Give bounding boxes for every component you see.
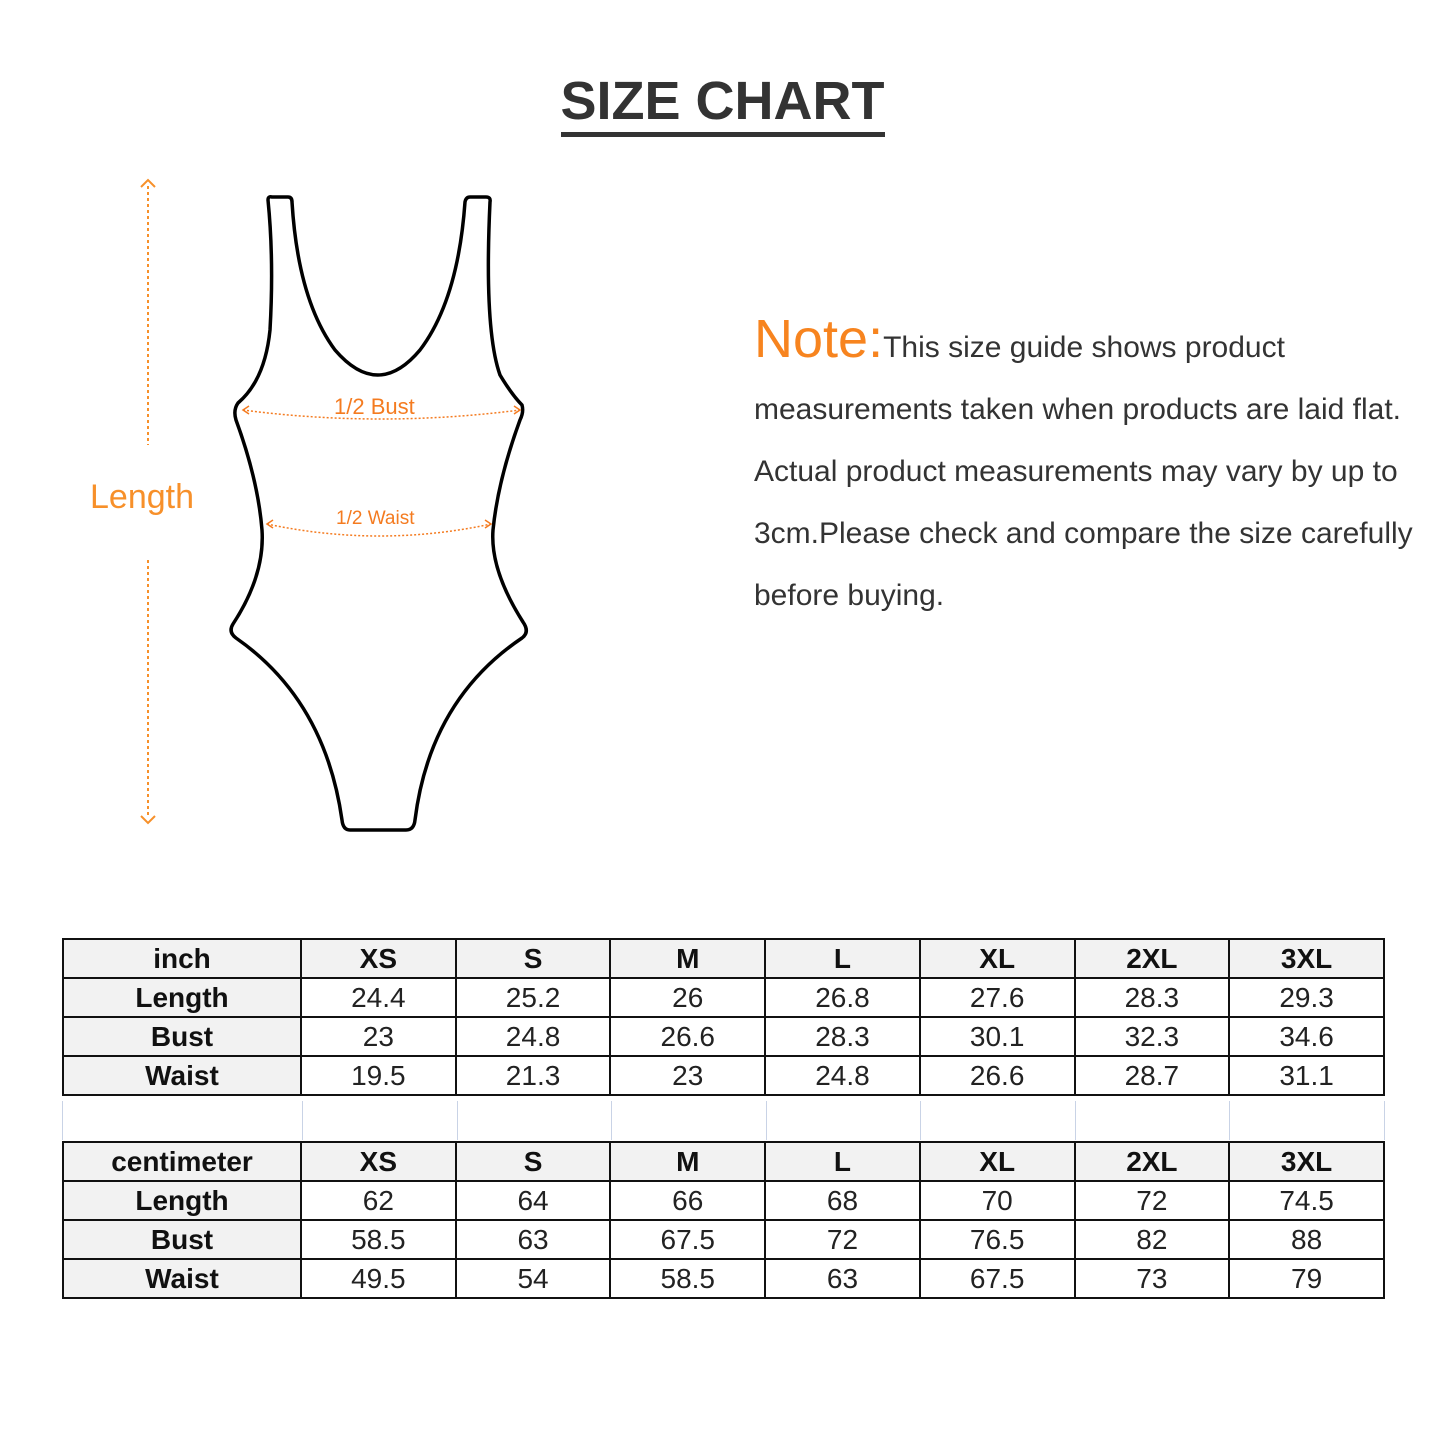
table-cell: 21.3 bbox=[454, 1055, 612, 1096]
swimsuit-outline bbox=[229, 195, 528, 832]
table-cell: 49.5 bbox=[300, 1258, 457, 1299]
table-row: Length 24.4 25.2 26 26.8 27.6 28.3 29.3 bbox=[62, 977, 1385, 1018]
table-cell: 76.5 bbox=[918, 1219, 1076, 1260]
size-header: XL bbox=[918, 938, 1076, 979]
table-cell: 68 bbox=[764, 1180, 921, 1221]
table-cell: 24.8 bbox=[454, 1016, 612, 1057]
size-header: S bbox=[454, 938, 612, 979]
table-cell: 54 bbox=[454, 1258, 612, 1299]
table-cell: 67.5 bbox=[609, 1219, 767, 1260]
note-text-block: Note:This size guide shows product measu… bbox=[754, 308, 1414, 627]
table-cell: 24.8 bbox=[764, 1055, 921, 1096]
size-header: 2XL bbox=[1073, 938, 1231, 979]
table-spacer bbox=[62, 1101, 1385, 1140]
row-label: Waist bbox=[62, 1055, 302, 1096]
table-row: Bust 23 24.8 26.6 28.3 30.1 32.3 34.6 bbox=[62, 1016, 1385, 1057]
row-label: Bust bbox=[62, 1016, 302, 1057]
table-cell: 29.3 bbox=[1228, 977, 1385, 1018]
table-cell: 62 bbox=[300, 1180, 457, 1221]
table-cell: 66 bbox=[609, 1180, 767, 1221]
table-cell: 26 bbox=[609, 977, 767, 1018]
table-cell: 25.2 bbox=[454, 977, 612, 1018]
row-label: Length bbox=[62, 1180, 302, 1221]
table-cell: 82 bbox=[1073, 1219, 1231, 1260]
size-header: L bbox=[764, 938, 921, 979]
table-cell: 58.5 bbox=[300, 1219, 457, 1260]
centimeter-size-table: centimeter XS S M L XL 2XL 3XL Length 62 64 66 68 70 7… bbox=[62, 1141, 1385, 1299]
table-cell: 23 bbox=[609, 1055, 767, 1096]
table-cell: 30.1 bbox=[918, 1016, 1076, 1057]
length-arrow bbox=[140, 178, 156, 825]
table-cell: 64 bbox=[454, 1180, 612, 1221]
table-cell: 28.7 bbox=[1073, 1055, 1231, 1096]
inch-size-table: inch XS S M L XL 2XL 3XL Length 24.4 25.2 26 26.8 27.… bbox=[62, 938, 1385, 1096]
table-row: Waist 49.5 54 58.5 63 67.5 73 79 bbox=[62, 1258, 1385, 1299]
table-header-row: centimeter XS S M L XL 2XL 3XL bbox=[62, 1141, 1385, 1182]
waist-measure-line bbox=[265, 519, 493, 537]
size-chart-title: SIZE CHART bbox=[0, 70, 1445, 137]
size-header: M bbox=[609, 938, 767, 979]
table-row: Length 62 64 66 68 70 72 74.5 bbox=[62, 1180, 1385, 1221]
table-cell: 72 bbox=[764, 1219, 921, 1260]
table-cell: 58.5 bbox=[609, 1258, 767, 1299]
size-header: S bbox=[454, 1141, 612, 1182]
unit-header: centimeter bbox=[62, 1141, 302, 1182]
unit-header: inch bbox=[62, 938, 302, 979]
waist-label: 1/2 Waist bbox=[336, 508, 415, 529]
table-row: Bust 58.5 63 67.5 72 76.5 82 88 bbox=[62, 1219, 1385, 1260]
table-cell: 28.3 bbox=[764, 1016, 921, 1057]
table-header-row: inch XS S M L XL 2XL 3XL bbox=[62, 938, 1385, 979]
table-cell: 26.6 bbox=[918, 1055, 1076, 1096]
size-header: XL bbox=[918, 1141, 1076, 1182]
table-cell: 19.5 bbox=[300, 1055, 457, 1096]
table-cell: 70 bbox=[918, 1180, 1076, 1221]
table-cell: 74.5 bbox=[1228, 1180, 1385, 1221]
size-header: XS bbox=[300, 1141, 457, 1182]
table-cell: 73 bbox=[1073, 1258, 1231, 1299]
table-cell: 88 bbox=[1228, 1219, 1385, 1260]
table-cell: 72 bbox=[1073, 1180, 1231, 1221]
size-header: M bbox=[609, 1141, 767, 1182]
table-cell: 63 bbox=[454, 1219, 612, 1260]
table-cell: 31.1 bbox=[1228, 1055, 1385, 1096]
table-cell: 27.6 bbox=[918, 977, 1076, 1018]
size-header: L bbox=[764, 1141, 921, 1182]
bust-measure-line bbox=[241, 405, 522, 420]
note-label: Note: bbox=[754, 309, 884, 369]
table-cell: 28.3 bbox=[1073, 977, 1231, 1018]
swimsuit-diagram bbox=[140, 178, 528, 832]
table-cell: 26.6 bbox=[609, 1016, 767, 1057]
table-cell: 24.4 bbox=[300, 977, 457, 1018]
row-label: Bust bbox=[62, 1219, 302, 1260]
table-cell: 67.5 bbox=[918, 1258, 1076, 1299]
row-label: Waist bbox=[62, 1258, 302, 1299]
table-cell: 79 bbox=[1228, 1258, 1385, 1299]
table-cell: 32.3 bbox=[1073, 1016, 1231, 1057]
size-header: XS bbox=[300, 938, 457, 979]
length-label: Length bbox=[90, 478, 194, 516]
size-header: 2XL bbox=[1073, 1141, 1231, 1182]
bust-label: 1/2 Bust bbox=[334, 394, 415, 419]
table-cell: 26.8 bbox=[764, 977, 921, 1018]
note-body: This size guide shows product measuremen… bbox=[754, 331, 1413, 612]
table-cell: 34.6 bbox=[1228, 1016, 1385, 1057]
row-label: Length bbox=[62, 977, 302, 1018]
size-header: 3XL bbox=[1228, 938, 1385, 979]
table-cell: 23 bbox=[300, 1016, 457, 1057]
table-row: Waist 19.5 21.3 23 24.8 26.6 28.7 31.1 bbox=[62, 1055, 1385, 1096]
size-header: 3XL bbox=[1228, 1141, 1385, 1182]
table-cell: 63 bbox=[764, 1258, 921, 1299]
